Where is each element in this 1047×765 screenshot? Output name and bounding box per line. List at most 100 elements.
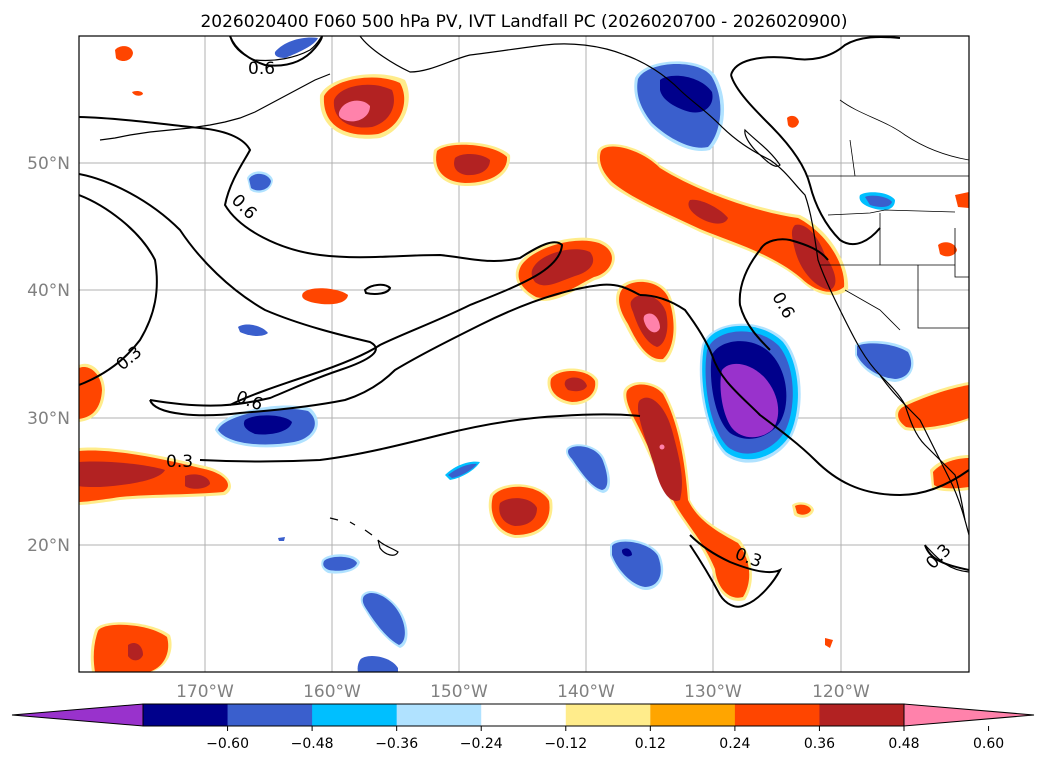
colorbar-segment	[481, 704, 567, 726]
pv-negative-blob	[249, 173, 271, 191]
contour-0.6-north	[79, 173, 377, 407]
contour-0.6-ne	[730, 36, 901, 76]
contour-0.6-east	[738, 249, 771, 351]
colorbar-tick-label: 0.48	[888, 736, 919, 752]
pv-positive-blob	[659, 444, 665, 450]
pv-negative-blob	[568, 446, 608, 490]
contour-0.3-se	[924, 544, 969, 571]
pv-positive-blob	[338, 100, 370, 122]
pv-positive-blob	[643, 313, 660, 333]
contour-0.3-south	[689, 534, 783, 608]
map-panel: 0.6 0.6 0.3 0.6 0.3 0.6 0.3 0.3	[78, 35, 970, 673]
contour-0.6-south	[149, 283, 641, 417]
colorbar-segment	[565, 704, 651, 726]
pv-negative-blob	[622, 548, 632, 557]
lon-label: 170°W	[176, 682, 234, 702]
pv-negative-blob	[323, 556, 357, 571]
lat-label: 50°N	[27, 154, 70, 174]
pv-positive-blob	[115, 46, 133, 61]
pv-negative-blob	[357, 656, 398, 672]
colorbar-tick-label: 0.24	[719, 736, 750, 752]
pv-positive-blob	[791, 224, 836, 290]
contour-label: 0.6	[248, 59, 275, 79]
contour-0.3-mid	[79, 194, 158, 386]
contour-0.3-central	[199, 413, 641, 463]
contour-east-loop	[639, 294, 969, 497]
contour-label: 0.3	[166, 452, 193, 472]
contour-0.6-bc	[730, 74, 881, 246]
pv-positive-blob	[955, 192, 969, 208]
pv-positive-blob	[825, 638, 833, 648]
pv-negative-blob	[238, 324, 268, 336]
lat-label: 40°N	[27, 281, 70, 301]
colorbar-segment	[396, 704, 482, 726]
figure-title: 2026020400 F060 500 hPa PV, IVT Landfall…	[200, 12, 847, 32]
pv-positive-blob	[132, 90, 143, 96]
alaska-gulf-coast	[359, 36, 681, 91]
colorbar-tick-label: −0.60	[206, 736, 249, 752]
pv-positive-blob	[185, 474, 210, 489]
pv-positive-blob	[795, 504, 811, 515]
colorbar-segment	[734, 704, 820, 726]
pv-positive-blob	[898, 385, 969, 428]
lon-label: 140°W	[557, 682, 615, 702]
lat-label: 20°N	[27, 536, 70, 556]
colorbar-tick-label: −0.24	[460, 736, 503, 752]
colorbar-segment	[143, 704, 229, 726]
vancouver-island	[744, 128, 781, 167]
latitude-labels: 50°N 40°N 30°N 20°N	[27, 154, 70, 556]
positive-pv-anomalies	[79, 46, 969, 672]
pv-positive-blob	[499, 498, 537, 526]
pv-negative-blob	[448, 463, 477, 478]
contour-0.3-north	[79, 116, 564, 406]
pv-negative-blob	[243, 415, 292, 435]
longitude-labels: 170°W 160°W 150°W 140°W 130°W 120°W	[176, 682, 870, 702]
map-frame	[78, 35, 970, 673]
pv-negative-blob	[362, 592, 405, 645]
colorbar-extend-max	[903, 703, 1035, 727]
lon-label: 120°W	[812, 682, 870, 702]
lon-label: 160°W	[303, 682, 361, 702]
colorbar-tick-label: 0.12	[635, 736, 666, 752]
bc-coast	[679, 89, 966, 521]
lat-label: 30°N	[27, 409, 70, 429]
pv-positive-blob	[688, 199, 728, 224]
contour-0.6-gulf	[229, 36, 323, 67]
pv-positive-blob	[938, 242, 957, 257]
hawaii-islands	[329, 517, 399, 556]
pv-negative-blob	[865, 195, 892, 207]
pv-negative-blob	[857, 343, 912, 379]
colorbar-extend-min	[11, 703, 144, 727]
colorbar-segment	[650, 704, 736, 726]
colorbar: −0.60 −0.48 −0.36 −0.24 −0.12 0.12 0.24 0.36 0.4…	[11, 703, 1035, 752]
colorbar-tick-label: −0.48	[291, 736, 334, 752]
pv-positive-blob	[454, 154, 490, 176]
contour-0.6-coast	[759, 238, 829, 261]
pv-positive-blob	[302, 288, 348, 305]
aleutian-chain	[99, 73, 331, 141]
colorbar-segment	[819, 704, 905, 726]
state-borders	[808, 99, 969, 331]
colorbar-tick-label: 0.36	[804, 736, 835, 752]
contour-small-loop	[363, 283, 392, 295]
pv-positive-blob	[564, 377, 587, 392]
colorbar-tick-label: −0.36	[375, 736, 418, 752]
lon-label: 150°W	[430, 682, 488, 702]
pv-positive-blob	[531, 249, 594, 286]
pv-contours	[79, 36, 969, 608]
baja-coast	[879, 374, 969, 536]
colorbar-tick-label: 0.60	[973, 736, 1004, 752]
pv-negative-blob	[660, 75, 713, 113]
colorbar-tick-label: −0.12	[544, 736, 587, 752]
colorbar-frame	[142, 703, 905, 727]
pv-positive-blob	[638, 397, 683, 501]
pv-negative-blob	[278, 537, 285, 541]
pv-positive-blob	[79, 366, 102, 419]
pv-positive-blob	[787, 115, 799, 128]
colorbar-segment	[227, 704, 313, 726]
pv-positive-blob	[128, 643, 143, 661]
pv-positive-blob	[933, 458, 969, 489]
colorbar-segment	[312, 704, 398, 726]
map-background	[79, 36, 969, 672]
